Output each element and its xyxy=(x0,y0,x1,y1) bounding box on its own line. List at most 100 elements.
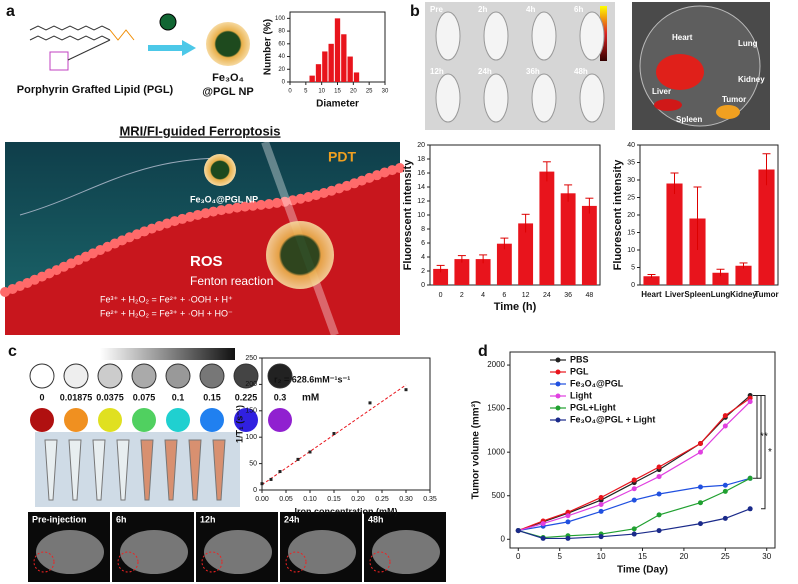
bar xyxy=(433,268,449,285)
nanoparticle xyxy=(266,221,334,289)
data-point xyxy=(656,512,662,518)
y-tick-label: 18 xyxy=(417,156,425,163)
y-tick-label: 1000 xyxy=(487,447,505,456)
y-tick-label: 2 xyxy=(421,268,425,275)
y-tick-label: 80 xyxy=(278,29,285,35)
x-tick-label: 0.05 xyxy=(279,496,293,503)
data-point xyxy=(656,464,662,470)
tumor-roi xyxy=(33,551,55,573)
fi-phantom xyxy=(234,408,258,432)
x-axis-label: Time (h) xyxy=(494,301,537,313)
bar xyxy=(454,259,470,285)
x-tick-label: 0.30 xyxy=(399,496,413,503)
concentration-label: 0.01875 xyxy=(60,392,93,402)
x-tick-label: 0.00 xyxy=(255,496,269,503)
linker xyxy=(67,39,111,61)
histogram-bar xyxy=(347,56,353,82)
section-title: MRI/FI-guided Ferroptosis xyxy=(119,123,280,138)
y-tick-label: 15 xyxy=(627,229,635,236)
x-tick-label: 2 xyxy=(460,292,464,299)
x-tick-label: 0 xyxy=(288,89,292,95)
bar xyxy=(496,243,512,285)
x-tick-label: 0 xyxy=(516,552,521,561)
fenton-label: Fenton reaction xyxy=(190,274,273,288)
concentration-label: 0.075 xyxy=(133,392,156,402)
mri-phantom xyxy=(267,363,293,389)
tumor-roi xyxy=(117,551,139,573)
x-tick-label: 0.20 xyxy=(351,496,365,503)
y-axis-label: Fluorescent intensity xyxy=(612,159,624,271)
annotation: * xyxy=(764,432,768,443)
equation: Fe³⁺ + H₂O₂ = Fe²⁺ + ·OOH + H⁺ xyxy=(100,294,233,304)
data-point xyxy=(722,423,728,429)
y-tick-label: 50 xyxy=(249,460,257,467)
mri-body xyxy=(372,530,440,574)
x-tick-label: 15 xyxy=(334,89,341,95)
organ-label: Tumor xyxy=(722,95,746,104)
data-point xyxy=(747,506,753,512)
legend-label: Fe₃O₄@PGL xyxy=(570,378,624,388)
y-tick-label: 200 xyxy=(245,381,257,388)
data-point xyxy=(697,440,703,446)
annotation: * xyxy=(768,447,772,458)
tumor xyxy=(716,105,740,119)
data-point xyxy=(565,519,571,525)
mri-label: 12h xyxy=(200,514,216,524)
legend-label: PGL+Light xyxy=(570,402,616,412)
timepoint-label: Pre xyxy=(430,5,443,14)
mouse xyxy=(483,73,509,123)
lipid-chain xyxy=(29,25,111,31)
x-tick-label: 0.10 xyxy=(303,496,317,503)
data-point xyxy=(656,474,662,480)
x-tick-label: 10 xyxy=(597,552,606,561)
y-tick-label: 0 xyxy=(253,487,257,494)
data-point xyxy=(565,535,571,541)
nanoparticle xyxy=(206,22,250,66)
y-tick-label: 150 xyxy=(245,408,257,415)
y-tick-label: 1500 xyxy=(487,404,505,413)
timepoint-label: 36h xyxy=(526,67,540,76)
y-tick-label: 4 xyxy=(421,254,425,261)
bar xyxy=(518,223,534,285)
tube xyxy=(188,439,202,501)
bar xyxy=(666,183,683,285)
bar xyxy=(560,193,576,285)
data-point xyxy=(722,488,728,494)
tube xyxy=(164,439,178,501)
np-tag: Fe₃O₄@PGL NP xyxy=(190,194,258,204)
tube xyxy=(212,439,226,501)
lipid-chain xyxy=(29,35,111,41)
data-point xyxy=(332,432,336,436)
legend-marker xyxy=(555,417,561,423)
data-point xyxy=(308,450,312,454)
organ-label: Kidney xyxy=(738,75,765,84)
concentration-label: 0.15 xyxy=(203,392,221,402)
mouse xyxy=(435,11,461,61)
data-point xyxy=(747,399,753,405)
y-tick-label: 20 xyxy=(278,67,285,73)
mri-body xyxy=(36,530,104,574)
mri-phantom xyxy=(29,363,55,389)
x-tick-label: 5 xyxy=(557,552,562,561)
tube xyxy=(44,439,58,501)
fi-phantom xyxy=(30,408,54,432)
timepoint-label: 24h xyxy=(478,67,492,76)
bar xyxy=(643,276,660,285)
y-tick-label: 16 xyxy=(417,170,425,177)
mri-phantom xyxy=(63,363,89,389)
x-tick-label: Tumor xyxy=(754,290,778,299)
histogram-bar xyxy=(341,34,347,82)
tube xyxy=(140,439,154,501)
bar xyxy=(689,218,706,285)
data-point xyxy=(722,515,728,521)
mri-phantom xyxy=(199,363,225,389)
x-axis-label: Iron concentration (mM) xyxy=(295,506,398,516)
x-tick-label: 20 xyxy=(350,89,357,95)
timepoint-label: 48h xyxy=(574,67,588,76)
lipid-head xyxy=(109,29,135,41)
timepoint-label: 12h xyxy=(430,67,444,76)
x-tick-label: 25 xyxy=(366,89,373,95)
iron-oxide-core xyxy=(159,13,177,31)
data-point xyxy=(631,486,637,492)
y-tick-label: 40 xyxy=(627,142,635,149)
